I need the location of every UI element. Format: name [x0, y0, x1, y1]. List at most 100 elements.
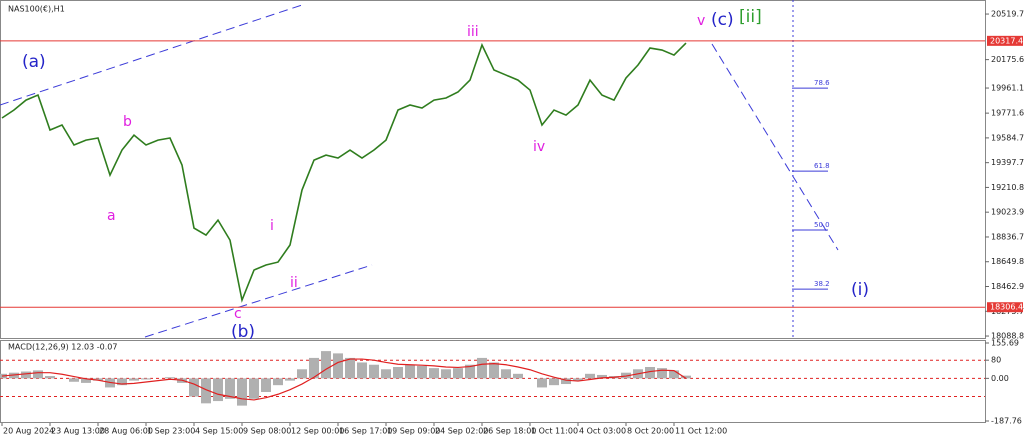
x-tick-label: 1 Sep 23:00	[147, 427, 195, 436]
price-line	[1, 42, 687, 303]
macd-bar	[465, 364, 475, 379]
chart-title: NAS100(€),H1	[8, 5, 65, 14]
macd-bar	[333, 353, 343, 379]
x-tick-label: 8 Oct 20:00	[627, 427, 674, 436]
y-tick-label: 19771.6	[991, 109, 1024, 118]
x-tick-label: 9 Sep 08:00	[243, 427, 291, 436]
x-tick-label: 11 Oct 12:00	[675, 427, 727, 436]
macd-bar	[81, 378, 91, 383]
y-tick-label: 0.00	[991, 374, 1009, 383]
signal-line	[1, 358, 687, 401]
macd-bar	[489, 362, 499, 379]
wave-label: a	[107, 208, 116, 224]
macd-bar	[213, 378, 223, 402]
macd-bar	[477, 357, 487, 379]
level-box	[987, 302, 1023, 313]
macd-bar	[129, 378, 139, 381]
trend-line	[144, 264, 373, 338]
wave-label: iii	[467, 24, 479, 40]
wave-label: [ii]	[739, 7, 762, 27]
wave-labels: (a) a b c (b) i ii iii iv v (c) [ii] (i)	[22, 7, 869, 342]
wave-label: v	[697, 13, 705, 29]
macd-bar	[237, 378, 247, 406]
macd-bar	[585, 373, 595, 379]
wave-label: (b)	[231, 322, 255, 342]
x-tick-label: 4 Sep 15:00	[195, 427, 243, 436]
macd-bar	[561, 378, 571, 385]
projection-line	[711, 43, 839, 251]
y-tick-label: 20519.7	[991, 10, 1024, 19]
macd-bar	[117, 378, 127, 386]
macd-bar	[537, 378, 547, 388]
macd-bar	[189, 378, 199, 397]
macd-bar	[141, 378, 151, 380]
fib-label: 78.6	[814, 79, 830, 87]
y-tick-label: 18836.7	[991, 232, 1024, 241]
y-tick-label: 20175.6	[991, 55, 1024, 64]
macd-bar	[597, 374, 607, 379]
level-label: 18306.4	[990, 303, 1023, 312]
macd-bar	[261, 378, 271, 392]
y-tick-label: 19023.9	[991, 208, 1024, 217]
macd-bar	[45, 376, 55, 379]
y-tick-label: 19210.8	[991, 183, 1024, 192]
y-tick-label: 19961.1	[991, 84, 1024, 93]
macd-bar	[417, 365, 427, 379]
macd-bar	[249, 378, 259, 399]
macd-bar	[357, 362, 367, 379]
macd-bar	[93, 378, 103, 381]
price-pane	[0, 0, 986, 339]
macd-bar	[429, 368, 439, 379]
wave-label: c	[234, 306, 242, 322]
wave-label: i	[270, 218, 274, 234]
macd-pane	[0, 340, 986, 423]
macd-bar	[165, 377, 175, 379]
x-tick-label: 24 Sep 02:00	[435, 427, 488, 436]
x-tick-label: 4 Oct 03:00	[579, 427, 626, 436]
macd-bar	[453, 368, 463, 379]
y-tick-label: 155.69	[991, 339, 1019, 348]
macd-bar	[513, 373, 523, 379]
macd-bar	[33, 370, 43, 379]
y-tick-label: 18649.8	[991, 257, 1024, 266]
macd-bar	[501, 369, 511, 379]
x-tick-label: 20 Aug 2024	[3, 427, 54, 436]
macd-bar	[669, 370, 679, 379]
macd-bar	[441, 369, 451, 379]
y-tick-label: 18462.9	[991, 282, 1024, 291]
macd-bar	[369, 364, 379, 379]
trend-line	[0, 3, 306, 106]
macd-bar	[381, 369, 391, 379]
wave-label: (i)	[851, 280, 869, 300]
wave-label: b	[123, 114, 132, 130]
wave-label: (a)	[22, 52, 46, 72]
macd-bar	[201, 378, 211, 404]
macd-bar	[21, 371, 31, 379]
macd-title: MACD(12,26,9) 12.03 -0.07	[8, 343, 117, 352]
macd-bar	[225, 378, 235, 399]
macd-bar	[405, 364, 415, 379]
macd-bar	[297, 369, 307, 379]
fib-label: 61.8	[814, 162, 830, 170]
macd-bar	[573, 378, 583, 381]
macd-bar	[681, 375, 691, 379]
macd-bar	[549, 378, 559, 386]
macd-bar	[393, 367, 403, 379]
x-tick-label: 12 Sep 00:00	[291, 427, 344, 436]
macd-bar	[657, 368, 667, 379]
macd-bar	[645, 367, 655, 379]
y-tick-label: 80	[991, 356, 1001, 365]
y-tick-label: 19397.7	[991, 158, 1024, 167]
fib-label: 38.2	[814, 280, 830, 288]
wave-label: iv	[533, 139, 545, 155]
x-tick-label: 23 Aug 13:00	[51, 427, 105, 436]
y-tick-label: 18088.8	[991, 332, 1024, 341]
x-tick-label: 16 Sep 17:00	[339, 427, 392, 436]
x-tick-label: 19 Sep 09:00	[387, 427, 440, 436]
macd-bar	[309, 357, 319, 379]
macd-bar	[273, 378, 283, 386]
y-tick-label: -187.76	[991, 417, 1022, 426]
y-tick-label: 19584.7	[991, 133, 1024, 142]
